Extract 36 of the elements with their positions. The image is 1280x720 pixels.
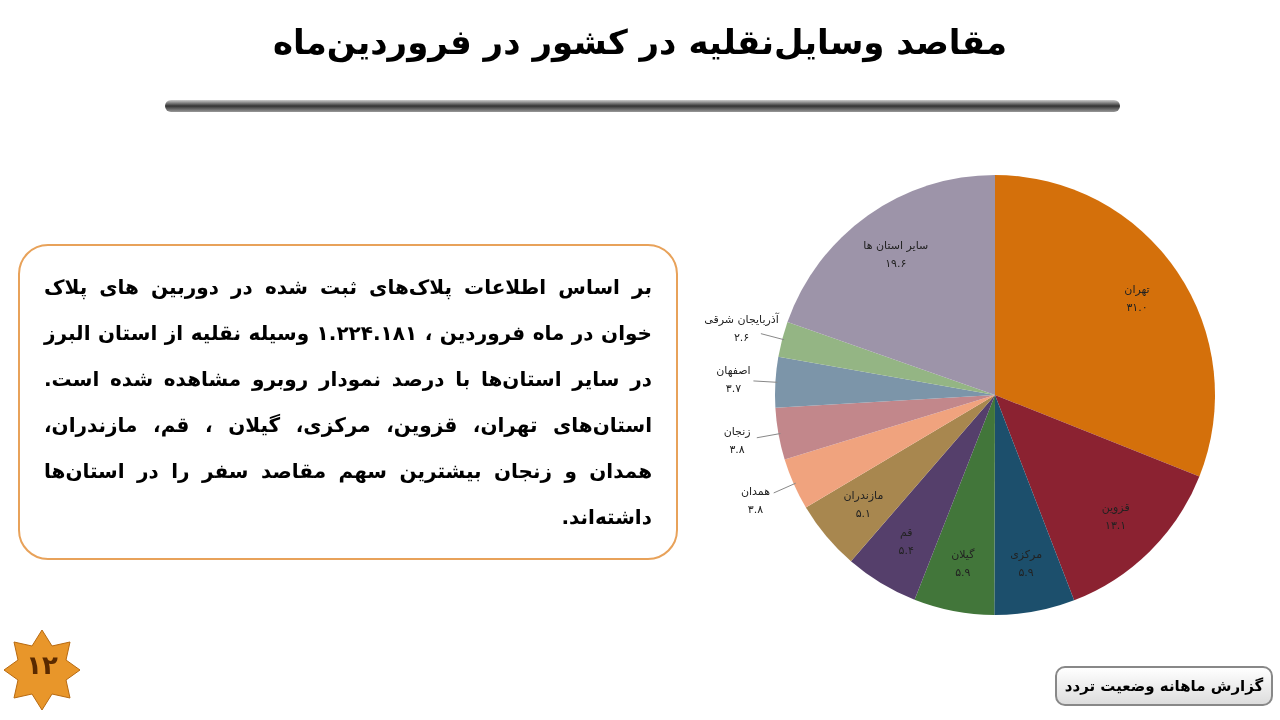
slice-label: آذربایجان شرقی: [704, 311, 780, 326]
pie-slice: [805, 395, 995, 562]
data-label: ۳.۸: [729, 443, 745, 457]
data-label: ۵.۹: [955, 565, 971, 579]
slice-label: همدان: [740, 485, 771, 499]
pie-slice: [787, 175, 995, 395]
data-label: ۳.۸: [747, 503, 764, 517]
pie-slice: [994, 395, 1075, 615]
data-label: ۱۳.۱: [1105, 519, 1127, 533]
text: گزارش ماهانه وضعیت تردد: [1055, 666, 1273, 706]
pie-slice: [778, 322, 995, 395]
slice-label: اصفهان: [716, 363, 751, 377]
slice-label: قزوین: [1101, 501, 1130, 515]
pie-slice: [775, 356, 995, 408]
slice-label: قم: [899, 525, 913, 539]
slice-label: مرکزی: [1010, 547, 1043, 561]
data-label: ۲.۶: [733, 330, 750, 344]
text: بر اساس اطلاعات پلاک‌های ثبت شده در دوربین های پلاک خوان در ماه فروردین ، ۱.۲۲۴.۱۸۱ وسیله نقلیه از استان البرز در سایر استان‌ها با درصد نمودار روبرو مشاهده شده است. استان‌های تهران، قزوین، مرکزی، گیلان ، قم، مازندران، همدان و زنجان بیشترین سهم مقاصد سفر را در استان‌ها داشته‌اند.: [18, 244, 678, 560]
data-label: ۳.۷: [725, 381, 742, 395]
data-label: ۵.۴: [898, 543, 914, 557]
slice-label: گیلان: [951, 547, 976, 561]
pie-slice: [995, 175, 1215, 477]
pie-slice: [914, 395, 995, 615]
data-label: ۱۹.۶: [885, 256, 907, 270]
slice-label: سایر استان ها: [863, 238, 929, 252]
pie-slice: [995, 395, 1200, 601]
pie-slice: [775, 395, 995, 460]
text: ۱۲: [25, 650, 59, 680]
slice-label: مازندران: [843, 489, 884, 503]
data-label: ۳۱.۰: [1126, 300, 1148, 314]
slice-label: زنجان: [723, 425, 751, 439]
chart-title: مقاصد وسایل‌نقلیه در کشور در فروردین‌ماه: [271, 22, 1009, 62]
slice-label: تهران: [1124, 282, 1150, 296]
data-label: ۵.۱: [855, 507, 872, 521]
data-label: ۵.۹: [1018, 565, 1034, 579]
pie-slice: [784, 395, 995, 508]
